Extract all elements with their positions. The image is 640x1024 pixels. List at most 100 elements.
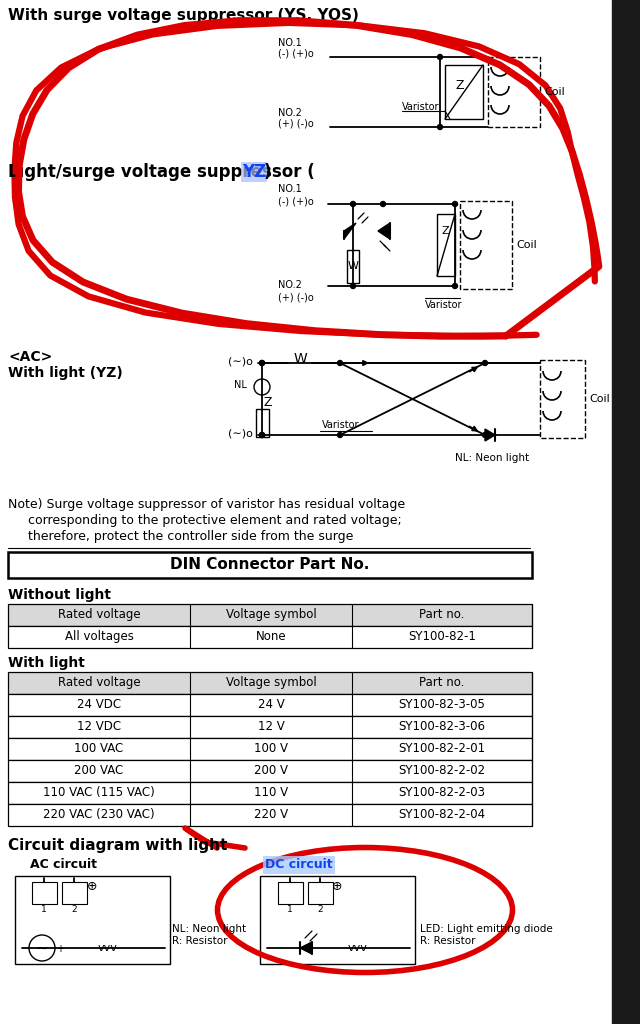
Circle shape	[259, 360, 264, 366]
Text: (-) (+)o: (-) (+)o	[278, 196, 314, 206]
Circle shape	[337, 432, 342, 437]
Circle shape	[351, 284, 355, 289]
Text: All voltages: All voltages	[65, 630, 133, 643]
Text: 110 V: 110 V	[254, 786, 288, 799]
Text: Voltage symbol: Voltage symbol	[226, 608, 316, 621]
Bar	[437, 214, 455, 276]
Text: 24 V: 24 V	[258, 698, 284, 711]
Text: NO.2: NO.2	[278, 280, 302, 290]
Text: 220 VAC (230 VAC): 220 VAC (230 VAC)	[43, 808, 155, 821]
Text: Rated voltage: Rated voltage	[58, 608, 140, 621]
Text: Z: Z	[441, 226, 449, 236]
Text: 24 VDC: 24 VDC	[77, 698, 121, 711]
Circle shape	[351, 202, 355, 207]
Text: 220 V: 220 V	[254, 808, 288, 821]
Text: DC circuit: DC circuit	[265, 858, 333, 871]
Polygon shape	[378, 223, 390, 239]
Text: 100 V: 100 V	[254, 742, 288, 755]
Text: 1: 1	[287, 905, 293, 914]
Text: SY100-82-1: SY100-82-1	[408, 630, 476, 643]
Bar	[8, 782, 532, 804]
Bar	[488, 57, 540, 127]
Bar	[8, 738, 532, 760]
Text: <AC>: <AC>	[8, 350, 52, 364]
Text: ⊕: ⊕	[87, 880, 97, 893]
Circle shape	[452, 284, 458, 289]
Text: With surge voltage suppressor (YS, YOS): With surge voltage suppressor (YS, YOS)	[8, 8, 359, 23]
Text: (∼)o: (∼)o	[228, 357, 253, 367]
Polygon shape	[344, 223, 356, 239]
Text: SY100-82-2-01: SY100-82-2-01	[399, 742, 486, 755]
Bar	[8, 672, 532, 694]
Text: SY100-82-2-02: SY100-82-2-02	[399, 764, 486, 777]
Text: With light: With light	[8, 656, 85, 670]
Bar	[8, 760, 532, 782]
Text: Without light: Without light	[8, 588, 111, 602]
Text: YZ: YZ	[242, 163, 266, 181]
Text: (+) (-)o: (+) (-)o	[278, 119, 314, 129]
Bar	[62, 882, 87, 904]
Text: NO.1: NO.1	[278, 38, 301, 48]
Circle shape	[438, 54, 442, 59]
Circle shape	[259, 432, 264, 437]
Bar	[308, 882, 333, 904]
Bar	[460, 201, 512, 289]
Text: Varistor: Varistor	[322, 420, 360, 430]
Bar	[278, 882, 303, 904]
Text: W: W	[293, 352, 307, 366]
Text: AC circuit: AC circuit	[30, 858, 97, 871]
Bar	[92, 944, 124, 956]
Text: Coil: Coil	[516, 240, 537, 250]
Text: None: None	[256, 630, 286, 643]
Text: (+) (-)o: (+) (-)o	[278, 292, 314, 302]
Text: 200 V: 200 V	[254, 764, 288, 777]
Bar	[256, 409, 269, 437]
Bar	[32, 882, 57, 904]
Text: vvv: vvv	[98, 943, 118, 953]
Text: therefore, protect the controller side from the surge: therefore, protect the controller side f…	[8, 530, 353, 543]
Text: Z: Z	[456, 79, 464, 92]
Circle shape	[483, 360, 488, 366]
Text: vvv: vvv	[348, 943, 368, 953]
Text: Light/surge voltage suppressor (: Light/surge voltage suppressor (	[8, 163, 315, 181]
Text: (∼)o: (∼)o	[228, 429, 253, 439]
Circle shape	[259, 432, 264, 437]
Text: Note) Surge voltage suppressor of varistor has residual voltage: Note) Surge voltage suppressor of varist…	[8, 498, 405, 511]
Text: NL: Neon light: NL: Neon light	[455, 453, 529, 463]
Text: Rated voltage: Rated voltage	[58, 676, 140, 689]
Text: W: W	[348, 261, 358, 271]
Text: 2: 2	[317, 905, 323, 914]
Circle shape	[381, 202, 385, 207]
Circle shape	[259, 360, 264, 366]
Bar	[8, 604, 532, 626]
Text: DIN Connector Part No.: DIN Connector Part No.	[170, 557, 370, 572]
Bar	[8, 804, 532, 826]
Text: 100 VAC: 100 VAC	[74, 742, 124, 755]
Bar	[347, 250, 359, 283]
Circle shape	[452, 202, 458, 207]
Text: Coil: Coil	[544, 87, 564, 97]
Text: 12 VDC: 12 VDC	[77, 720, 121, 733]
Text: 200 VAC: 200 VAC	[74, 764, 124, 777]
Bar	[540, 360, 585, 438]
Text: +: +	[56, 944, 64, 954]
Text: SY100-82-3-06: SY100-82-3-06	[399, 720, 486, 733]
Text: NL: NL	[234, 380, 247, 390]
Text: Varistor: Varistor	[402, 102, 440, 112]
Text: Z: Z	[264, 396, 273, 409]
Text: 12 V: 12 V	[258, 720, 284, 733]
Polygon shape	[485, 429, 495, 441]
Circle shape	[337, 360, 342, 366]
Text: ⊕: ⊕	[332, 880, 342, 893]
Polygon shape	[300, 942, 312, 954]
Bar	[8, 694, 532, 716]
Text: (-) (+)o: (-) (+)o	[278, 49, 314, 59]
Text: Part no.: Part no.	[419, 676, 465, 689]
Text: corresponding to the protective element and rated voltage;: corresponding to the protective element …	[8, 514, 402, 527]
Text: NO.2: NO.2	[278, 108, 302, 118]
Text: Circuit diagram with light: Circuit diagram with light	[8, 838, 227, 853]
Text: NL: Neon light
R: Resistor: NL: Neon light R: Resistor	[172, 924, 246, 945]
Text: NO.1: NO.1	[278, 184, 301, 194]
Text: Voltage symbol: Voltage symbol	[226, 676, 316, 689]
Text: SY100-82-2-04: SY100-82-2-04	[399, 808, 486, 821]
